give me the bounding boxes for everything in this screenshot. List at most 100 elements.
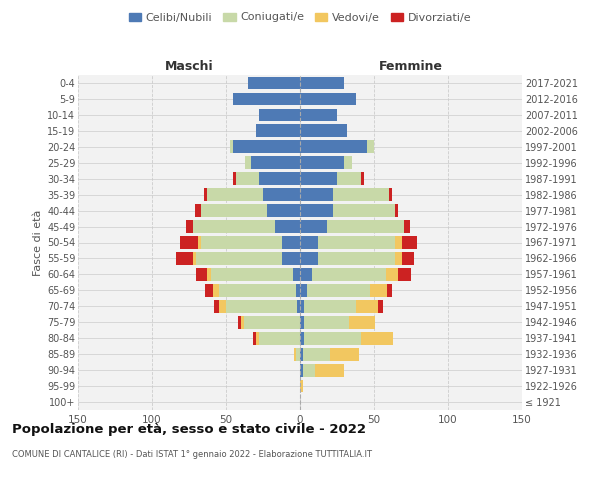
Bar: [244, 316, 300, 328]
Text: COMUNE DI CANTALICE (RI) - Dati ISTAT 1° gennaio 2022 - Elaborazione TUTTITALIA.: COMUNE DI CANTALICE (RI) - Dati ISTAT 1°…: [12, 450, 372, 459]
Bar: [296, 348, 300, 360]
Bar: [398, 268, 411, 281]
Bar: [180, 236, 198, 249]
Bar: [248, 76, 300, 90]
Bar: [303, 348, 329, 360]
Bar: [300, 220, 326, 233]
Bar: [332, 188, 389, 201]
Bar: [251, 156, 300, 169]
Bar: [218, 284, 296, 296]
Text: Femmine: Femmine: [379, 60, 443, 72]
Bar: [402, 252, 414, 265]
Bar: [389, 188, 392, 201]
Bar: [344, 156, 352, 169]
Bar: [349, 316, 376, 328]
Bar: [370, 284, 388, 296]
Bar: [304, 316, 349, 328]
Y-axis label: Fasce di età: Fasce di età: [32, 210, 43, 276]
Bar: [402, 236, 417, 249]
Bar: [337, 172, 361, 185]
Bar: [386, 268, 398, 281]
Bar: [214, 300, 218, 312]
Bar: [211, 268, 293, 281]
Bar: [233, 92, 300, 106]
Bar: [198, 236, 201, 249]
Bar: [297, 300, 300, 312]
Bar: [238, 316, 241, 328]
Bar: [256, 332, 259, 344]
Bar: [263, 188, 300, 201]
Bar: [361, 172, 364, 185]
Bar: [300, 300, 304, 312]
Bar: [282, 252, 300, 265]
Bar: [275, 220, 300, 233]
Bar: [300, 268, 312, 281]
Bar: [379, 300, 383, 312]
Bar: [236, 172, 259, 185]
Text: Popolazione per età, sesso e stato civile - 2022: Popolazione per età, sesso e stato civil…: [12, 422, 366, 436]
Bar: [303, 364, 315, 376]
Text: Maschi: Maschi: [164, 60, 214, 72]
Bar: [293, 268, 300, 281]
Bar: [315, 364, 344, 376]
Bar: [176, 252, 193, 265]
Bar: [388, 284, 392, 296]
Bar: [259, 172, 300, 185]
Bar: [300, 332, 304, 344]
Bar: [201, 204, 268, 217]
Bar: [218, 300, 226, 312]
Bar: [193, 220, 275, 233]
Bar: [212, 284, 218, 296]
Bar: [300, 108, 337, 122]
Bar: [205, 284, 212, 296]
Bar: [233, 172, 236, 185]
Bar: [367, 140, 374, 153]
Bar: [300, 92, 356, 106]
Bar: [196, 252, 282, 265]
Bar: [207, 268, 211, 281]
Bar: [204, 188, 207, 201]
Bar: [395, 236, 402, 249]
Bar: [404, 220, 410, 233]
Bar: [300, 316, 304, 328]
Bar: [300, 348, 303, 360]
Bar: [300, 76, 344, 90]
Bar: [259, 332, 300, 344]
Bar: [300, 124, 347, 137]
Bar: [300, 172, 337, 185]
Bar: [230, 140, 233, 153]
Bar: [196, 268, 207, 281]
Legend: Celibi/Nubili, Coniugati/e, Vedovi/e, Divorziati/e: Celibi/Nubili, Coniugati/e, Vedovi/e, Di…: [124, 8, 476, 27]
Bar: [241, 316, 244, 328]
Bar: [300, 236, 318, 249]
Bar: [186, 220, 193, 233]
Bar: [395, 252, 402, 265]
Bar: [193, 252, 196, 265]
Bar: [300, 188, 332, 201]
Bar: [268, 204, 300, 217]
Bar: [207, 188, 263, 201]
Bar: [318, 252, 395, 265]
Bar: [300, 156, 344, 169]
Bar: [233, 140, 300, 153]
Bar: [282, 236, 300, 249]
Bar: [395, 204, 398, 217]
Bar: [329, 348, 359, 360]
Bar: [300, 140, 367, 153]
Bar: [226, 300, 297, 312]
Bar: [296, 284, 300, 296]
Bar: [256, 124, 300, 137]
Bar: [253, 332, 256, 344]
Bar: [361, 332, 393, 344]
Bar: [332, 204, 395, 217]
Bar: [300, 252, 318, 265]
Bar: [326, 220, 404, 233]
Bar: [201, 236, 282, 249]
Bar: [304, 332, 361, 344]
Bar: [307, 284, 370, 296]
Bar: [300, 364, 303, 376]
Bar: [356, 300, 379, 312]
Bar: [300, 284, 307, 296]
Bar: [294, 348, 296, 360]
Bar: [304, 300, 356, 312]
